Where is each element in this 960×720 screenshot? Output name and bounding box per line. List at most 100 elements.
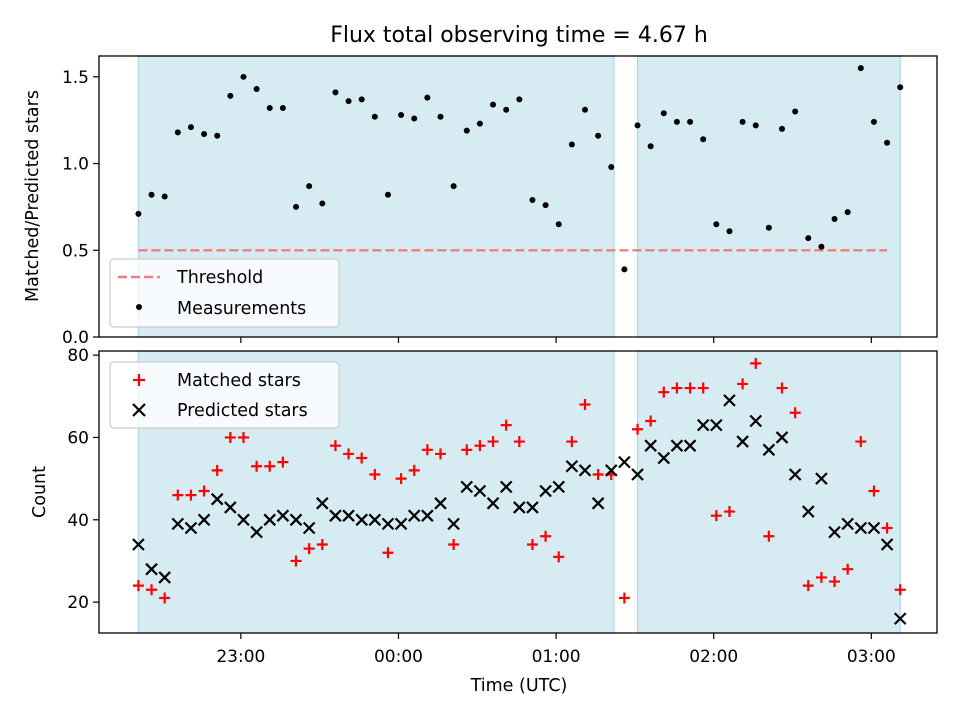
measurement-point bbox=[870, 118, 877, 125]
matched-star-point bbox=[842, 563, 854, 575]
predicted-star-point bbox=[447, 517, 460, 531]
predicted-star-point bbox=[145, 562, 158, 576]
x-tick-label: 02:00 bbox=[689, 647, 738, 667]
matched-star-point bbox=[343, 448, 355, 460]
measurement-point bbox=[687, 118, 694, 125]
x-tick-label: 00:00 bbox=[374, 647, 423, 667]
matched-star-point bbox=[802, 580, 814, 592]
measurement-point bbox=[634, 122, 641, 129]
predicted-star-point bbox=[644, 439, 657, 452]
matched-star-point bbox=[448, 538, 460, 550]
measurement-point bbox=[621, 266, 628, 273]
legend-matched-swatch bbox=[133, 374, 145, 386]
measurement-point bbox=[332, 89, 339, 96]
bottom-y-tick-label: 20 bbox=[67, 593, 89, 613]
predicted-star-point bbox=[513, 501, 526, 514]
predicted-star-point bbox=[407, 509, 421, 522]
measurement-point bbox=[490, 101, 497, 108]
matched-star-point bbox=[592, 469, 604, 481]
top-y-tick-label: 0.5 bbox=[62, 241, 89, 261]
measurement-point bbox=[345, 98, 352, 105]
x-tick-label: 03:00 bbox=[847, 647, 896, 667]
matched-star-point bbox=[329, 440, 341, 452]
matched-star-point bbox=[172, 489, 184, 501]
measurement-point bbox=[542, 202, 549, 209]
predicted-star-point bbox=[788, 468, 802, 481]
legend-threshold-label: Threshold bbox=[176, 268, 263, 288]
measurement-point bbox=[174, 129, 181, 136]
x-tick-label: 01:00 bbox=[532, 647, 581, 667]
top-shaded-span bbox=[636, 55, 901, 338]
matched-star-point bbox=[408, 464, 420, 476]
measurement-point bbox=[358, 96, 365, 103]
predicted-star-point bbox=[565, 459, 579, 473]
measurement-point bbox=[647, 143, 654, 150]
predicted-star-point bbox=[815, 472, 828, 485]
measurement-point bbox=[266, 105, 273, 112]
matched-star-point bbox=[435, 448, 447, 460]
measurement-point bbox=[581, 106, 588, 113]
measurement-point bbox=[214, 132, 221, 139]
measurement-point bbox=[476, 120, 483, 127]
matched-star-point bbox=[382, 547, 394, 559]
bottom-axes-frame bbox=[98, 350, 938, 634]
matched-star-point bbox=[684, 382, 696, 394]
measurement-point bbox=[135, 210, 142, 217]
predicted-star-point bbox=[880, 538, 894, 551]
measurement-point bbox=[371, 113, 378, 120]
top-y-axis-label: Matched/Predicted stars bbox=[23, 90, 43, 302]
measurement-point bbox=[555, 221, 562, 228]
measurement-point bbox=[306, 183, 313, 190]
predicted-star-point bbox=[710, 418, 723, 432]
legend-predicted-swatch bbox=[132, 403, 146, 417]
top-y-tick-label: 1.0 bbox=[62, 155, 89, 175]
measurement-point bbox=[279, 105, 286, 112]
matched-star-point bbox=[316, 538, 328, 550]
matched-star-point bbox=[132, 580, 144, 592]
measurement-point bbox=[739, 118, 746, 125]
matched-star-point bbox=[159, 592, 171, 604]
measurement-point bbox=[884, 139, 891, 146]
bottom-y-tick-label: 80 bbox=[67, 346, 89, 366]
predicted-star-point bbox=[263, 513, 277, 527]
bottom-y-axis-label: Count bbox=[30, 466, 50, 518]
measurement-point bbox=[595, 132, 602, 139]
measurement-point bbox=[227, 92, 234, 99]
measurement-point bbox=[187, 124, 194, 131]
predicted-star-point bbox=[683, 439, 697, 452]
predicted-star-point bbox=[184, 521, 198, 535]
matched-star-point bbox=[579, 399, 591, 411]
bottom-y-tick-label: 40 bbox=[67, 511, 89, 531]
matched-star-point bbox=[369, 469, 381, 481]
predicted-star-point bbox=[723, 394, 736, 407]
matched-star-point bbox=[776, 382, 788, 394]
legend-measurement-swatch bbox=[136, 304, 142, 310]
predicted-star-point bbox=[736, 435, 749, 448]
predicted-star-point bbox=[276, 509, 290, 522]
measurement-point bbox=[673, 118, 680, 125]
top-legend bbox=[109, 258, 340, 328]
measurement-point bbox=[792, 108, 799, 115]
measurement-point bbox=[779, 125, 786, 132]
measurement-point bbox=[450, 183, 457, 190]
measurement-point bbox=[818, 243, 825, 250]
matched-star-point bbox=[146, 584, 158, 596]
matched-star-point bbox=[513, 436, 525, 448]
predicted-star-point bbox=[421, 509, 434, 522]
bottom-shaded-span bbox=[636, 350, 901, 634]
matched-star-point bbox=[198, 485, 210, 497]
top-y-tick-label: 1.5 bbox=[62, 68, 89, 88]
predicted-star-point bbox=[749, 414, 763, 428]
measurement-point bbox=[752, 122, 759, 129]
predicted-star-point bbox=[604, 464, 618, 477]
matched-star-point bbox=[290, 555, 302, 567]
predicted-star-point bbox=[696, 418, 710, 432]
measurement-point bbox=[700, 136, 707, 143]
matched-star-point bbox=[789, 407, 801, 419]
matched-star-point bbox=[658, 386, 670, 398]
measurement-point bbox=[253, 85, 260, 92]
matched-star-point bbox=[500, 419, 512, 431]
bottom-legend bbox=[109, 361, 340, 429]
predicted-star-point bbox=[394, 517, 408, 531]
